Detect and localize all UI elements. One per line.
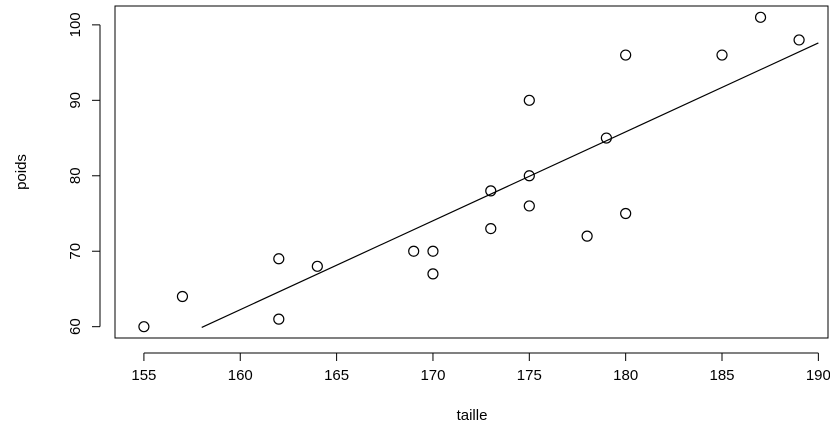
data-point [273,313,285,325]
plot-frame [114,5,829,339]
y-tick-label: 60 [67,318,84,335]
data-point [523,200,535,212]
data-point [485,185,497,197]
data-point [523,170,535,182]
y-tick-label: 100 [67,12,84,37]
data-point [176,290,189,303]
x-tick-label: 190 [806,367,830,384]
data-point [485,222,497,235]
data-point [620,207,632,220]
x-tick-label: 155 [131,367,156,384]
y-tick-label: 70 [67,243,84,260]
x-tick-label: 165 [324,367,349,384]
regression-line [201,42,819,328]
x-tick-label: 180 [613,367,638,384]
y-tick-label: 80 [67,167,84,184]
data-point [523,94,535,106]
data-point [311,260,323,272]
data-point [408,245,420,257]
x-axis-title: taille [457,407,488,424]
data-point [716,49,728,61]
x-tick-label: 170 [420,367,445,384]
x-tick-label: 160 [228,367,253,384]
data-point [600,132,612,144]
data-point [427,268,439,280]
data-point [273,253,285,265]
y-tick-label: 90 [67,92,84,109]
y-axis-title: poids [13,154,30,190]
x-tick-label: 175 [517,367,542,384]
data-point [427,245,439,257]
data-point [581,230,593,242]
plot-area: 155 160 165 170 175 180 185 190 60 70 80 90 100 [67,5,830,384]
data-point [620,49,632,61]
x-tick-label: 185 [709,367,734,384]
data-point [754,11,767,23]
data-point [793,34,805,46]
data-point [138,321,150,333]
